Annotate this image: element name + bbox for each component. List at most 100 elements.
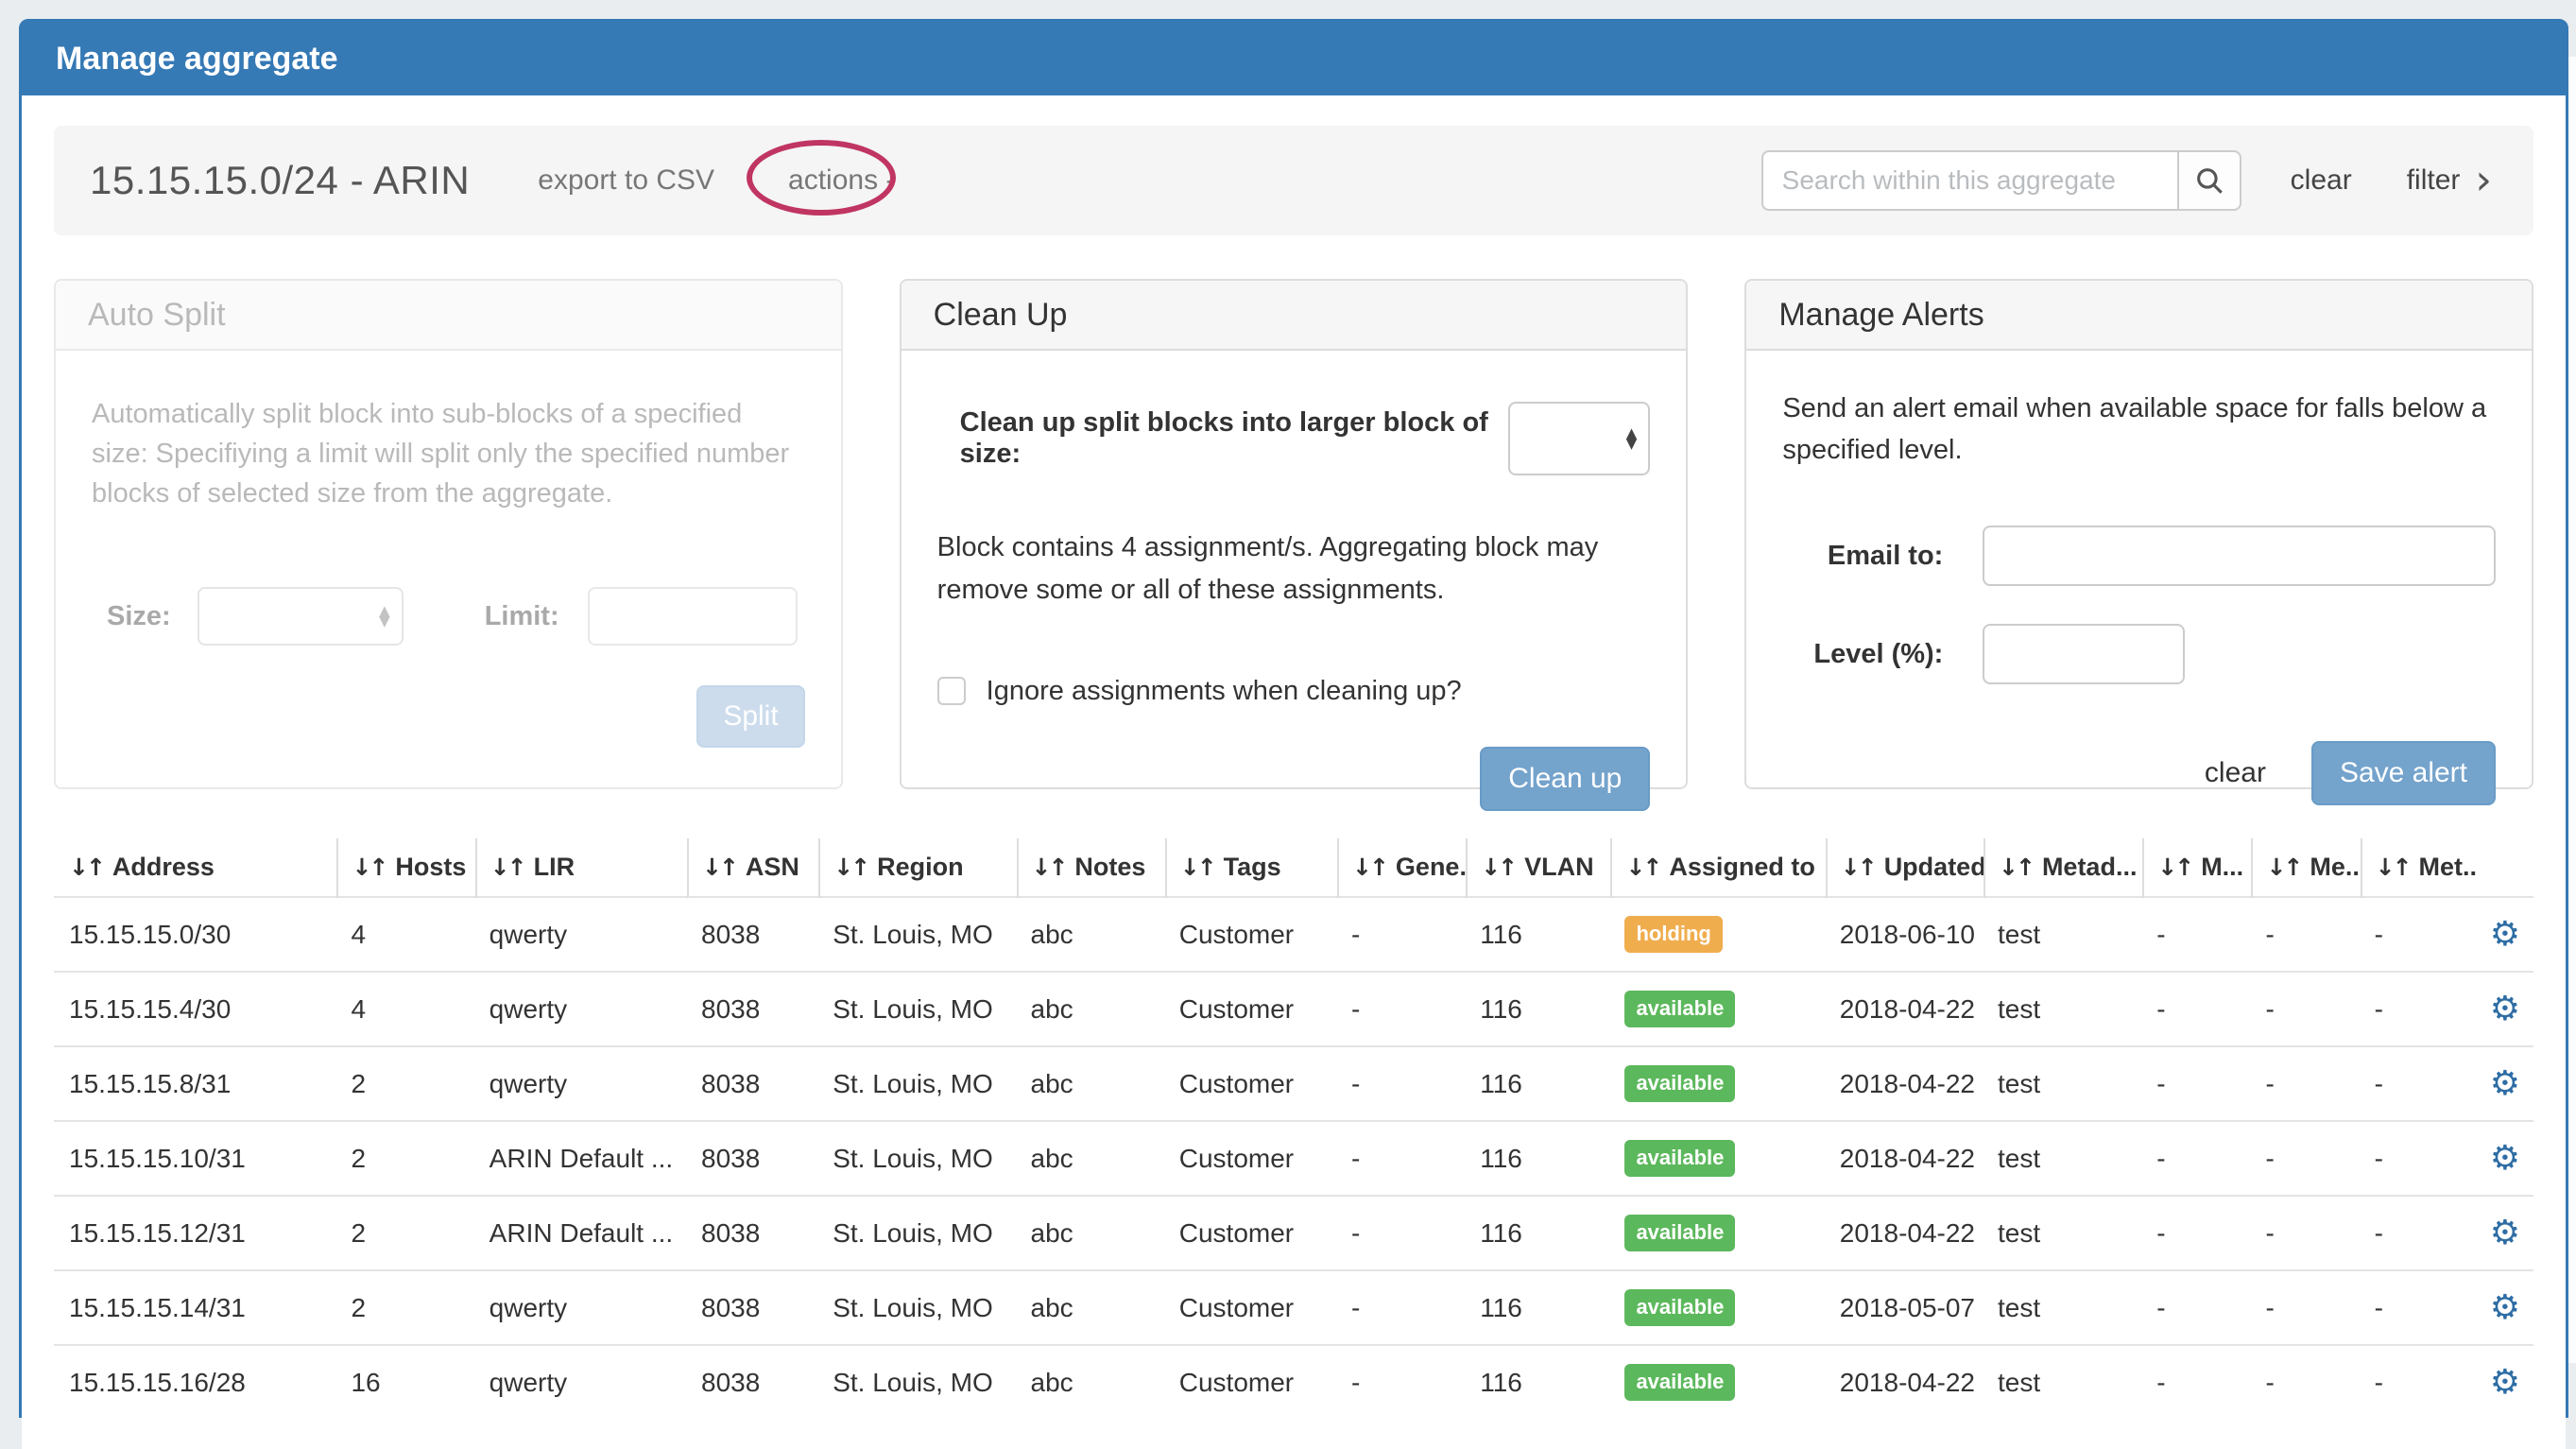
cell-address: 15.15.15.0/30 [54,896,338,972]
cell-updated: 2018-04-22 [1826,1195,1985,1270]
clean-up-size-select[interactable]: ▲ ▼ [1508,402,1651,475]
sort-icon: ↓↑ [1840,854,1878,881]
sort-icon: ↓↑ [702,854,739,881]
size-select[interactable]: ▲ ▼ [197,587,404,647]
row-settings-gear-icon[interactable]: ⚙︎ [2489,1139,2521,1178]
row-settings-gear-icon[interactable]: ⚙︎ [2489,1363,2521,1402]
cell-lir: qwerty [475,971,688,1046]
cell-m1: - [2143,1045,2253,1121]
ignore-assignments-checkbox[interactable] [936,677,966,706]
cell-hosts: 2 [337,1045,476,1121]
column-header-assigned[interactable]: ↓↑ Assigned to [1610,838,1827,897]
row-settings-gear-icon[interactable]: ⚙︎ [2489,1214,2521,1252]
auto-split-description: Automatically split block into sub-block… [92,399,790,509]
status-badge: holding [1624,916,1723,953]
search-input[interactable] [1760,150,2177,211]
export-csv-link[interactable]: export to CSV [538,164,715,196]
cell-asn: 8038 [688,1045,820,1121]
column-header-label: Met... [2418,853,2477,881]
search-button[interactable] [2176,150,2241,211]
cell-region: St. Louis, MO [819,1195,1018,1270]
clean-up-button[interactable]: Clean up [1480,746,1651,811]
clean-up-note: Block contains 4 assignment/s. Aggregati… [936,532,1599,605]
cell-assigned: available [1611,971,1827,1046]
cell-metad: test [1984,1195,2144,1270]
column-header-vlan[interactable]: ↓↑ VLAN [1466,838,1612,897]
cell-m2: - [2252,1120,2361,1196]
cell-address: 15.15.15.16/28 [54,1344,338,1419]
row-settings-gear-icon[interactable]: ⚙︎ [2489,915,2521,954]
email-to-label: Email to: [1827,540,1944,571]
cell-assigned: holding [1611,896,1827,972]
sort-icon: ↓↑ [352,854,388,881]
cell-actions: ⚙︎ [2476,896,2533,972]
filter-link[interactable]: filter › [2407,160,2492,201]
alerts-clear-link[interactable]: clear [2204,757,2266,788]
select-up-arrow-icon: ▲ [379,602,390,620]
cell-m2: - [2252,896,2361,972]
save-alert-button[interactable]: Save alert [2310,741,2497,805]
cell-tags: Customer [1165,971,1339,1046]
actions-dropdown[interactable]: actions - [747,140,897,216]
actions-dropdown-label[interactable]: actions - [788,164,896,196]
search-clear-link[interactable]: clear [2290,164,2352,196]
column-header-tags[interactable]: ↓↑ Tags [1164,838,1339,897]
table-row: 15.15.15.14/31 2 qwerty 8038 St. Louis, MO ab… [54,1269,2533,1345]
row-settings-gear-icon[interactable]: ⚙︎ [2489,1064,2521,1103]
column-header-m3[interactable]: ↓↑Met... [2360,838,2477,897]
column-header-metad[interactable]: ↓↑ Metad... [1984,838,2144,897]
level-input[interactable] [1983,624,2186,684]
cell-actions: ⚙︎ [2476,1120,2533,1196]
column-header-label: Assigned to [1669,853,1815,881]
row-settings-gear-icon[interactable]: ⚙︎ [2489,990,2521,1028]
cell-lir: ARIN Default ... [475,1120,688,1196]
cell-vlan: 116 [1467,971,1612,1046]
cell-updated: 2018-04-22 [1826,1120,1985,1196]
cell-m2: - [2252,971,2361,1046]
limit-input[interactable] [587,587,798,647]
column-header-region[interactable]: ↓↑ Region [818,838,1018,897]
cell-hosts: 2 [337,1269,476,1345]
cell-vlan: 116 [1467,1045,1612,1121]
column-header-label: VLAN [1524,853,1594,881]
cell-vlan: 116 [1467,896,1612,972]
column-header-asn[interactable]: ↓↑ ASN [686,838,820,897]
cell-hosts: 2 [337,1195,476,1270]
cell-asn: 8038 [688,1269,820,1345]
column-header-updated[interactable]: ↓↑ Updated [1825,838,1985,897]
status-badge: available [1624,1215,1736,1251]
email-to-input[interactable] [1983,526,2497,586]
column-header-m2[interactable]: ↓↑ Me... [2251,838,2361,897]
cell-lir: qwerty [475,1045,688,1121]
sort-icon: ↓↑ [1625,854,1662,881]
row-settings-gear-icon[interactable]: ⚙︎ [2489,1288,2521,1327]
cell-m3: - [2361,971,2477,1046]
scrollbar-track[interactable] [2568,57,2576,1363]
column-header-m1[interactable]: ↓↑ M... [2142,838,2253,897]
column-header-label: LIR [533,853,575,881]
table-row: 15.15.15.8/31 2 qwerty 8038 St. Louis, MO abc… [54,1045,2533,1121]
cell-m1: - [2143,1195,2253,1270]
status-badge: available [1624,1289,1736,1326]
column-header-label: ASN [745,853,799,881]
split-button[interactable]: Split [696,685,805,749]
column-header-lir[interactable]: ↓↑ LIR [474,838,688,897]
column-header-gene[interactable]: ↓↑Gene... [1337,838,1468,897]
cell-m1: - [2143,971,2253,1046]
cell-m3: - [2361,896,2477,972]
cell-metad: test [1984,1120,2144,1196]
cell-actions: ⚙︎ [2476,1269,2533,1345]
select-up-arrow-icon: ▲ [1625,424,1638,441]
table-row: 15.15.15.4/30 4 qwerty 8038 St. Louis, MO abc… [54,971,2533,1046]
sort-icon: ↓↑ [1481,854,1518,881]
column-header-hosts[interactable]: ↓↑ Hosts [336,838,476,897]
cell-actions: ⚙︎ [2476,1045,2533,1121]
auto-split-title: Auto Split [56,281,841,351]
column-header-notes[interactable]: ↓↑ Notes [1016,838,1166,897]
cell-m2: - [2252,1269,2361,1345]
cell-address: 15.15.15.8/31 [54,1045,338,1121]
column-header-address[interactable]: ↓↑ Address [54,838,337,897]
cell-address: 15.15.15.14/31 [54,1269,338,1345]
column-header-label: Updated [1883,853,1985,881]
aggregate-toolbar: 15.15.15.0/24 - ARIN export to CSV actio… [54,126,2533,235]
